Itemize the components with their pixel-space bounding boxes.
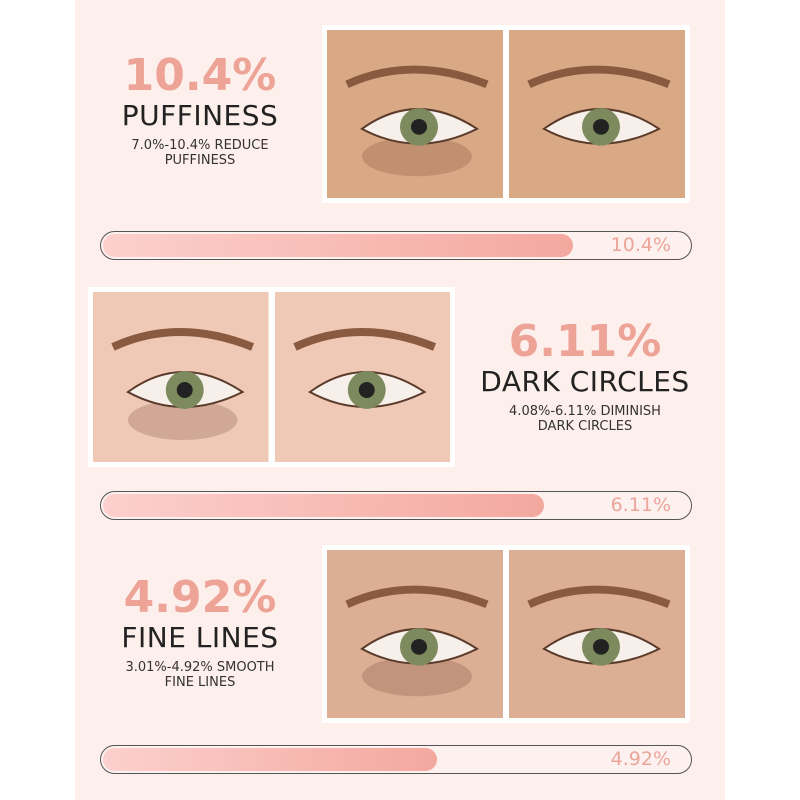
section-title: FINE LINES [121,621,279,654]
progress-fill [103,234,573,257]
section-subtitle: 4.08%-6.11% DIMINISH DARK CIRCLES [509,404,661,434]
fine-lines-photos [322,545,690,723]
dark-circles-photos [88,287,455,467]
percent-heading: 10.4% [123,50,277,101]
dark-circles-progress-bar: 6.11% [100,491,692,520]
fine-lines-text: 4.92% FINE LINES 3.01%-4.92% SMOOTH FINE … [70,572,330,691]
eye-photo-icon [509,550,685,718]
after-photo [509,550,685,718]
puffiness-progress-bar: 10.4% [100,231,692,260]
eye-photo-icon [509,30,685,198]
puffiness-text: 10.4% PUFFINESS 7.0%-10.4% REDUCE PUFFINE… [70,50,330,169]
progress-label: 4.92% [610,748,671,770]
section-title: PUFFINESS [121,99,279,132]
puffiness-photos [322,25,690,203]
progress-fill [103,748,438,771]
eye-photo-icon [93,292,269,462]
after-photo [274,292,450,462]
dark-circles-text: 6.11% DARK CIRCLES 4.08%-6.11% DIMINISH D… [455,316,715,435]
eye-photo-icon [327,550,503,718]
before-photo [93,292,269,462]
progress-label: 6.11% [610,494,671,516]
before-photo [327,30,503,198]
section-title: DARK CIRCLES [480,365,690,398]
eye-photo-icon [274,292,450,462]
section-subtitle: 7.0%-10.4% REDUCE PUFFINESS [131,138,269,168]
percent-heading: 6.11% [508,316,662,367]
after-photo [509,30,685,198]
section-subtitle: 3.01%-4.92% SMOOTH FINE LINES [125,660,275,690]
eye-photo-icon [327,30,503,198]
progress-fill [103,494,544,517]
before-photo [327,550,503,718]
progress-label: 10.4% [610,234,671,256]
percent-heading: 4.92% [123,572,277,623]
fine-lines-progress-bar: 4.92% [100,745,692,774]
